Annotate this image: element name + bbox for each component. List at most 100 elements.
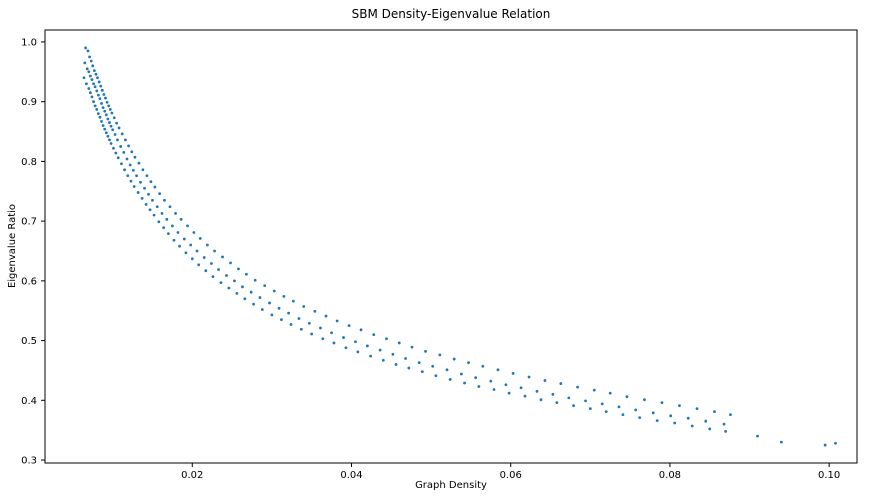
data-point — [211, 275, 215, 279]
data-point — [113, 133, 117, 136]
data-point — [539, 398, 543, 402]
data-point — [99, 84, 103, 88]
data-point — [277, 306, 281, 310]
data-point — [103, 109, 107, 113]
data-point — [492, 388, 496, 391]
data-point — [378, 348, 382, 352]
data-point — [128, 163, 132, 167]
data-point — [588, 407, 592, 411]
data-point — [120, 132, 124, 136]
data-point — [120, 162, 123, 166]
data-point — [452, 357, 456, 361]
data-point — [132, 185, 136, 188]
data-point — [89, 59, 93, 63]
data-point — [139, 180, 142, 184]
scatter-points — [82, 46, 837, 447]
data-point — [655, 419, 659, 422]
data-point — [481, 364, 485, 368]
data-point — [190, 257, 194, 261]
data-point — [330, 331, 333, 335]
data-point — [108, 121, 111, 124]
x-axis-ticks: 0.02 0.04 0.06 0.08 0.10 — [181, 463, 840, 481]
data-point — [592, 388, 596, 392]
data-point — [170, 224, 174, 228]
data-point — [260, 308, 264, 311]
data-point — [686, 416, 690, 420]
data-point — [354, 340, 357, 344]
data-point — [100, 119, 103, 123]
data-point — [166, 232, 170, 236]
data-point — [467, 361, 470, 365]
plot-background — [45, 30, 857, 463]
data-point — [280, 318, 283, 322]
data-point — [243, 297, 247, 301]
data-point — [106, 117, 110, 121]
data-point — [673, 421, 677, 425]
data-point — [299, 327, 303, 331]
data-point — [100, 88, 104, 92]
data-point — [404, 357, 408, 360]
data-point — [92, 69, 96, 73]
data-point — [695, 407, 699, 411]
data-point — [91, 64, 95, 68]
data-point — [527, 375, 531, 379]
x-tick-label: 0.08 — [659, 470, 681, 481]
data-point — [834, 441, 837, 445]
data-point — [535, 389, 539, 393]
data-point — [163, 198, 166, 202]
data-point — [189, 243, 193, 247]
data-point — [669, 414, 673, 418]
data-point — [282, 294, 286, 298]
data-point — [158, 192, 162, 196]
data-point — [708, 427, 712, 431]
data-point — [504, 383, 508, 387]
data-point — [95, 108, 99, 111]
data-point — [90, 78, 94, 81]
plot-frame — [44, 29, 858, 464]
data-point — [153, 185, 157, 189]
data-point — [137, 161, 141, 165]
data-point — [221, 255, 224, 259]
data-point — [108, 108, 112, 111]
data-point — [126, 174, 130, 178]
data-point — [551, 392, 555, 396]
data-point — [90, 95, 94, 99]
data-point — [713, 410, 716, 414]
data-point — [249, 290, 253, 294]
data-point — [93, 104, 97, 108]
data-point — [335, 319, 339, 323]
data-point — [625, 395, 629, 399]
data-point — [463, 381, 466, 385]
data-point — [92, 82, 95, 86]
data-point — [160, 211, 164, 215]
data-point — [489, 379, 493, 383]
data-point — [213, 249, 216, 253]
data-point — [385, 337, 388, 341]
data-point — [324, 314, 328, 318]
data-point — [621, 413, 625, 417]
data-point — [397, 341, 401, 345]
data-point — [116, 156, 120, 160]
data-point — [651, 411, 655, 415]
y-axis-ticks: 0.3 0.4 0.5 0.6 0.7 0.8 0.9 1.0 — [21, 37, 45, 467]
data-point — [152, 213, 156, 217]
data-point — [197, 263, 201, 267]
data-point — [151, 198, 154, 202]
y-tick-label: 1.0 — [21, 37, 37, 48]
data-point — [638, 416, 642, 420]
data-point — [104, 131, 108, 135]
data-point — [634, 408, 638, 412]
data-point — [319, 326, 322, 330]
data-point — [229, 261, 232, 265]
data-point — [96, 112, 100, 116]
data-point — [107, 104, 111, 108]
data-point — [359, 328, 363, 332]
data-point — [157, 220, 161, 224]
data-point — [391, 352, 395, 356]
data-point — [125, 157, 129, 161]
data-point — [417, 361, 421, 365]
data-point — [103, 127, 107, 131]
data-point — [519, 386, 523, 390]
x-tick-label: 0.02 — [181, 470, 203, 481]
y-tick-label: 0.4 — [21, 396, 37, 407]
